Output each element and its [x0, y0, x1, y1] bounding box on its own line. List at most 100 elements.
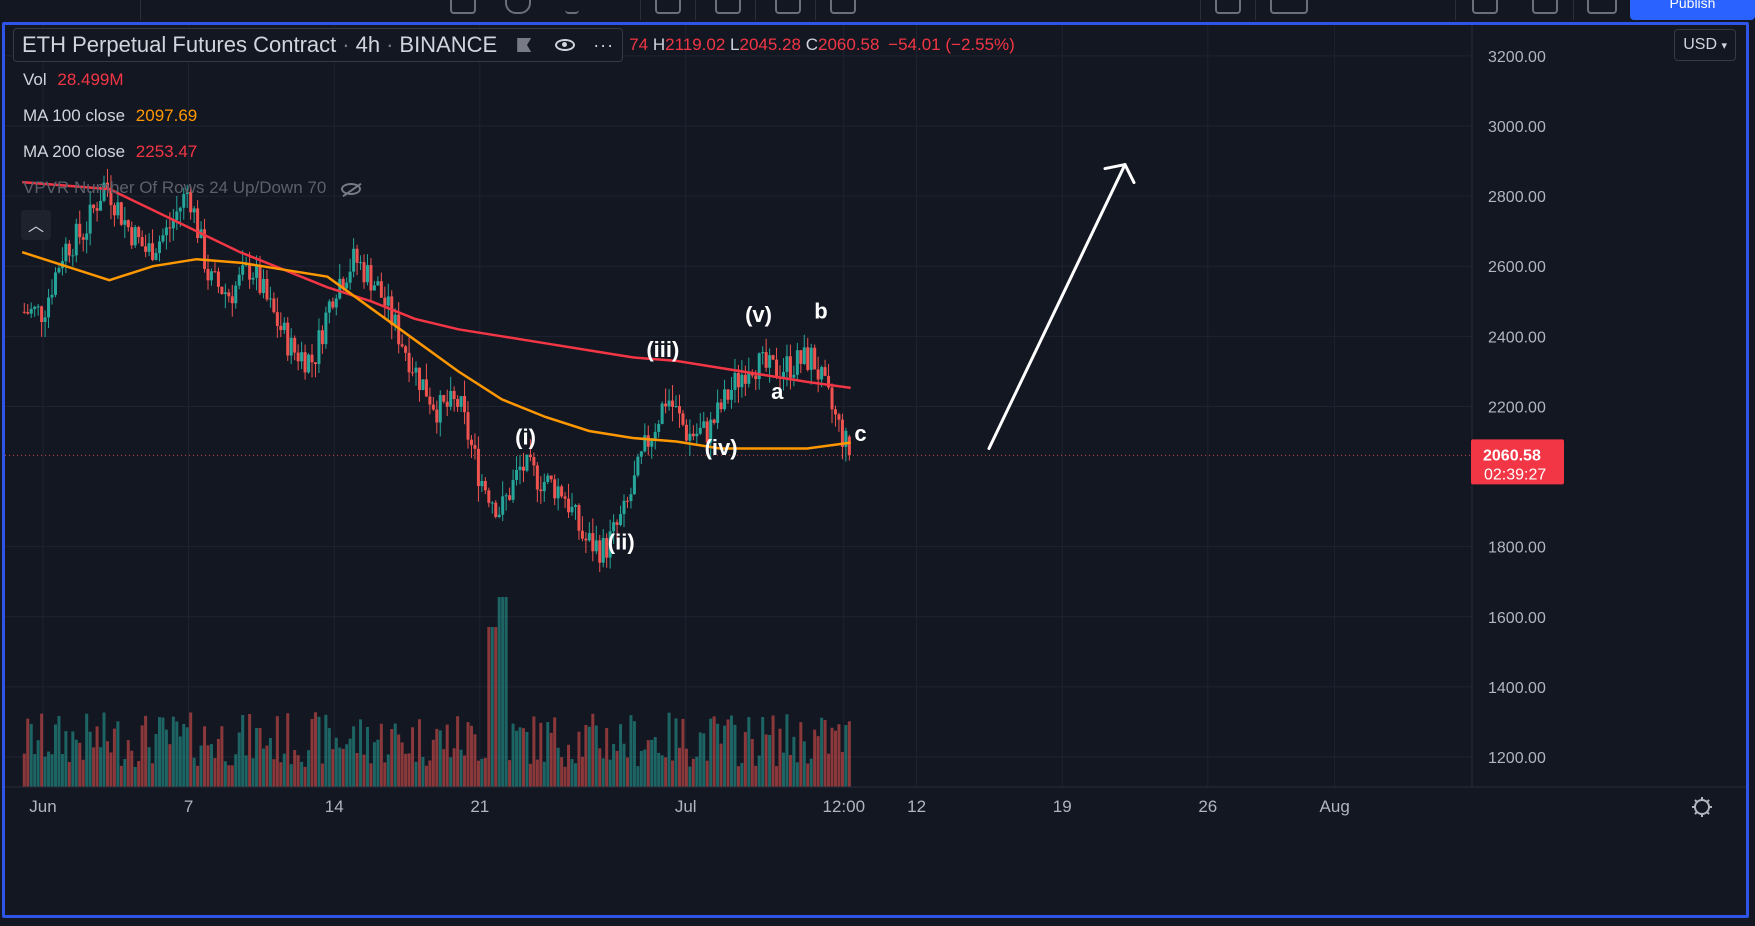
publish-button[interactable]: Publish — [1630, 0, 1755, 20]
candle-body — [275, 312, 279, 326]
currency-selector[interactable]: USD ▾ — [1674, 29, 1736, 61]
gear-tooth — [1694, 799, 1698, 803]
volume-bar — [778, 728, 782, 787]
volume-bar — [286, 713, 290, 787]
fx-icon[interactable] — [565, 0, 579, 14]
candle-body — [282, 322, 286, 331]
alert-icon[interactable] — [775, 0, 801, 14]
volume-bar — [740, 762, 744, 787]
volume-bar — [743, 732, 747, 787]
volume-bar — [719, 743, 723, 787]
candle-body — [154, 252, 158, 260]
volume-bar — [813, 729, 817, 787]
symbol-name: ETH Perpetual Futures Contract — [22, 32, 337, 57]
volume-bar — [109, 752, 113, 787]
candle-body — [417, 367, 421, 390]
volume-bar — [570, 758, 574, 787]
hidden-eye-icon[interactable] — [341, 182, 362, 197]
volume-bar — [775, 766, 779, 787]
chevron-up-icon: ︿ — [27, 218, 44, 235]
chart-legend: ETH Perpetual Futures Contract · 4h · BI… — [13, 28, 1015, 206]
candle-body — [816, 369, 820, 380]
gear-tooth — [1694, 811, 1698, 815]
legend-ma100[interactable]: MA 100 close 2097.69 — [13, 98, 1015, 134]
volume-bar — [702, 733, 706, 787]
price-tick: 2800.00 — [1488, 189, 1546, 206]
price-chart[interactable]: (i) (ii) (iii) (iv) (v) a b c 3200.00 3000.00 280… — [5, 25, 1746, 915]
candle-body — [81, 237, 85, 240]
candle-body — [840, 419, 844, 447]
toolbar-divider — [1255, 0, 1256, 20]
candle-body — [251, 277, 255, 280]
collapse-legend-button[interactable]: ︿ — [21, 210, 51, 240]
more-options-icon[interactable]: ··· — [593, 34, 615, 55]
candle-body — [272, 298, 276, 313]
volume-bar — [612, 743, 616, 787]
candle-body — [605, 538, 609, 558]
volume-bar — [60, 754, 64, 787]
volume-bar — [265, 745, 269, 787]
low-label: L — [730, 35, 740, 54]
arrowhead-icon — [1103, 163, 1136, 185]
volume-bar — [289, 764, 293, 787]
candle-body — [469, 439, 473, 446]
chart-grid — [5, 25, 1472, 787]
compare-icon[interactable] — [505, 0, 531, 14]
candles-icon[interactable] — [715, 0, 741, 14]
volume-bar — [761, 717, 765, 787]
high-value: 2119.02 — [665, 35, 726, 54]
volume-bar — [275, 716, 279, 787]
fullscreen-icon[interactable] — [1532, 0, 1558, 14]
volume-bar — [567, 744, 571, 787]
volume-bar — [206, 745, 210, 787]
interval-label: 4h — [355, 32, 381, 57]
bar-chart-icon[interactable] — [655, 0, 681, 14]
low-value: 2045.28 — [739, 35, 801, 54]
replay-icon[interactable] — [830, 0, 856, 14]
candle-body — [664, 403, 668, 407]
wave-label-iii: (iii) — [646, 337, 679, 362]
price-tick: 2400.00 — [1488, 329, 1546, 346]
time-tick: 26 — [1198, 797, 1217, 816]
candle-body — [788, 356, 792, 378]
volume-bar — [833, 730, 837, 787]
candle-body — [109, 187, 113, 206]
wave-label-v: (v) — [745, 302, 772, 327]
volume-bar — [792, 736, 796, 787]
volume-bar — [417, 719, 421, 787]
last-price-value: 2060.58 — [1483, 447, 1541, 464]
candle-body — [660, 403, 664, 424]
snapshot-icon[interactable] — [1587, 0, 1617, 14]
save-layout-icon[interactable] — [1270, 0, 1308, 14]
candle-body — [833, 409, 837, 415]
candle-body — [781, 371, 785, 379]
legend-ma200[interactable]: MA 200 close 2253.47 — [13, 134, 1015, 170]
eye-icon[interactable] — [555, 39, 576, 51]
volume-bar — [591, 713, 595, 787]
candle-body — [584, 538, 588, 541]
volume-bar — [178, 736, 182, 787]
volume-bar — [629, 715, 633, 787]
symbol-info[interactable]: ETH Perpetual Futures Contract · 4h · BI… — [13, 28, 624, 62]
settings-icon[interactable] — [1472, 0, 1498, 14]
ma100-value: 2097.69 — [135, 106, 198, 125]
candle-body — [414, 367, 418, 373]
ma100-label: MA 100 close — [23, 106, 126, 125]
candle-body — [130, 227, 134, 246]
time-tick: 7 — [184, 797, 193, 816]
toolbar-divider — [815, 0, 816, 20]
volume-bar — [341, 748, 345, 787]
legend-vpvr[interactable]: VPVR Number Of Rows 24 Up/Down 70 — [13, 170, 1015, 206]
chart-settings-icon[interactable] — [1692, 797, 1712, 817]
flag-icon[interactable] — [517, 38, 532, 52]
candle-body — [43, 317, 47, 323]
indicators-icon[interactable] — [450, 0, 476, 14]
layout-icon[interactable] — [1215, 0, 1241, 14]
candle-body — [435, 409, 439, 423]
volume-bar — [348, 738, 352, 787]
volume-bar — [823, 719, 827, 787]
candle-body — [667, 400, 671, 407]
volume-bar — [469, 725, 473, 787]
volume-bar — [625, 757, 629, 787]
legend-vol[interactable]: Vol 28.499M — [13, 62, 1015, 98]
